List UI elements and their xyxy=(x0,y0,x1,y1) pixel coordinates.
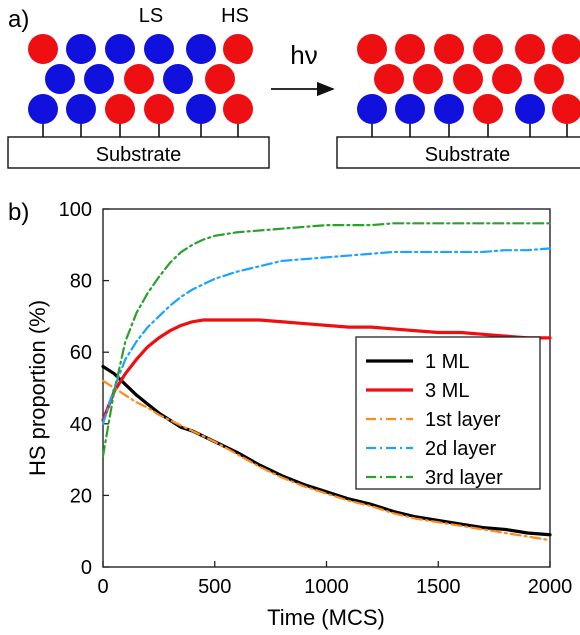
hs-spin-site xyxy=(357,34,387,64)
ls-spin-site xyxy=(105,34,135,64)
hs-spin-site xyxy=(223,94,253,124)
hs-spin-site xyxy=(144,94,174,124)
panel-a-label: a) xyxy=(8,6,30,33)
y-tick-label: 40 xyxy=(70,414,92,436)
hs-spin-site xyxy=(473,94,503,124)
y-tick-label: 20 xyxy=(70,485,92,507)
legend-label-4: 2d layer xyxy=(425,438,496,460)
chart-legend: 1 ML 3 ML 1st layer 2d layer 3rd layer xyxy=(355,336,541,490)
hs-spin-site xyxy=(453,64,483,94)
hs-proportion-chart: 0 500 1000 1500 2000 0 20 40 60 80 100 1 ML 3 ML 1s… xyxy=(25,199,572,630)
y-tick-label: 80 xyxy=(70,271,92,293)
hs-spin-site xyxy=(205,64,235,94)
after-irradiation-state: Substrate xyxy=(336,34,580,169)
chart-series-lines xyxy=(101,222,552,542)
ls-spin-site xyxy=(66,94,96,124)
series-line-4 xyxy=(101,247,552,425)
x-axis-label: Time (MCS) xyxy=(267,605,385,630)
hs-spin-site xyxy=(473,34,503,64)
y-axis-label: HS proportion (%) xyxy=(25,300,50,476)
hs-spin-site xyxy=(434,34,464,64)
ls-spin-site xyxy=(515,94,545,124)
ls-spin-site xyxy=(395,94,425,124)
ls-spin-site xyxy=(144,34,174,64)
y-tick-label: 0 xyxy=(81,557,92,579)
x-tick-label: 1500 xyxy=(416,576,461,598)
hs-spin-site xyxy=(395,34,425,64)
hs-spin-site xyxy=(124,64,154,94)
spin-crossover-diagram: Substrate Substrate LS HS hν xyxy=(7,5,580,169)
legend-label-1: 1 ML xyxy=(425,351,469,373)
legend-label-5: 3rd layer xyxy=(425,467,503,489)
hs-label: HS xyxy=(221,5,249,27)
substrate-label: Substrate xyxy=(96,144,182,166)
hs-spin-site xyxy=(223,34,253,64)
hs-spin-site xyxy=(515,34,545,64)
hs-spin-site xyxy=(552,94,580,124)
substrate-box xyxy=(7,136,270,169)
before-irradiation-state: Substrate xyxy=(7,34,270,169)
hs-spin-site xyxy=(374,64,404,94)
ls-spin-site xyxy=(45,64,75,94)
series-line-2 xyxy=(101,318,552,422)
ls-spin-site xyxy=(84,64,114,94)
x-tick-label: 0 xyxy=(97,576,108,598)
y-tick-label: 100 xyxy=(59,199,92,221)
ls-spin-site xyxy=(357,94,387,124)
x-tick-label: 500 xyxy=(198,576,231,598)
x-axis-ticks: 0 500 1000 1500 2000 xyxy=(97,561,572,598)
hs-spin-site xyxy=(413,64,443,94)
legend-label-3: 1st layer xyxy=(425,409,501,431)
series-line-1 xyxy=(101,364,552,537)
ls-spin-site xyxy=(434,94,464,124)
x-tick-label: 1000 xyxy=(304,576,349,598)
legend-label-2: 3 ML xyxy=(425,380,469,402)
x-tick-label: 2000 xyxy=(528,576,573,598)
hs-spin-site xyxy=(492,64,522,94)
ls-spin-site xyxy=(186,34,216,64)
substrate-box xyxy=(336,136,580,169)
ls-spin-site xyxy=(186,94,216,124)
ls-label: LS xyxy=(139,5,163,27)
ls-spin-site xyxy=(163,64,193,94)
substrate-label: Substrate xyxy=(425,144,511,166)
ls-spin-site xyxy=(66,34,96,64)
hs-spin-site xyxy=(28,34,58,64)
y-axis-ticks: 0 20 40 60 80 100 xyxy=(59,199,109,579)
series-line-3 xyxy=(101,379,552,542)
series-line-5 xyxy=(101,222,552,458)
hs-spin-site xyxy=(105,94,135,124)
hs-spin-site xyxy=(552,34,580,64)
hs-spin-site xyxy=(534,64,564,94)
panel-b-label: b) xyxy=(8,199,30,226)
y-tick-label: 60 xyxy=(70,342,92,364)
ls-spin-site xyxy=(28,94,58,124)
photon-label: hν xyxy=(290,40,317,70)
